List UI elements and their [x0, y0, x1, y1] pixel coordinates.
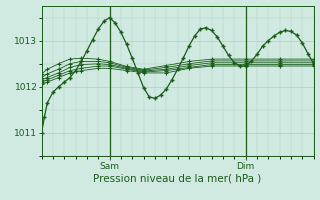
- X-axis label: Pression niveau de la mer( hPa ): Pression niveau de la mer( hPa ): [93, 173, 262, 183]
